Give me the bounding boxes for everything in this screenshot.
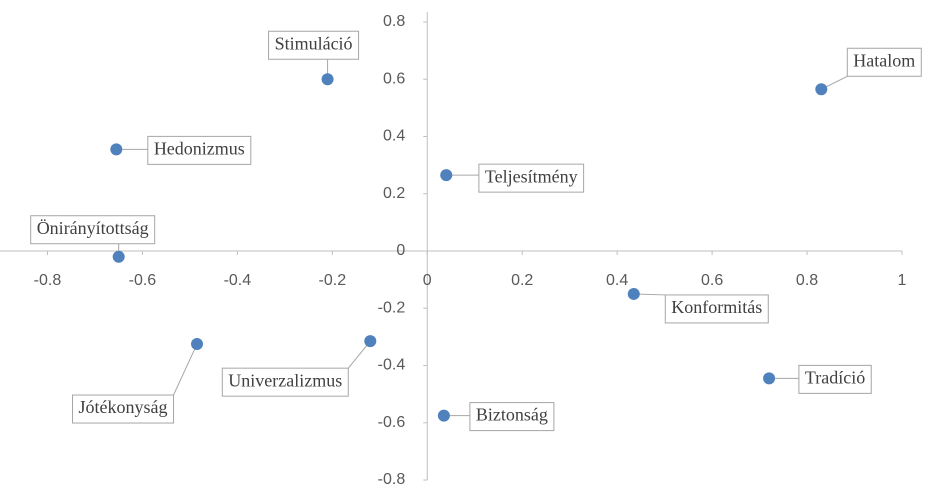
label-box <box>478 163 585 193</box>
label-box <box>268 30 360 60</box>
point-label: Önirányítottság <box>37 218 149 238</box>
x-tick-label: 0 <box>423 272 432 289</box>
point <box>191 338 204 351</box>
point-label: Univerzalizmus <box>228 370 342 390</box>
x-tick-label: -0.2 <box>319 272 347 289</box>
point-label: Stimuláció <box>275 33 353 53</box>
point-label: Biztonság <box>476 405 548 425</box>
point-label: Hedonizmus <box>154 139 245 159</box>
y-tick-label: -0.4 <box>378 357 406 374</box>
x-tick-label: 0.8 <box>796 272 818 289</box>
point <box>112 250 125 263</box>
point <box>437 409 450 422</box>
x-tick-label: -0.6 <box>129 272 157 289</box>
point <box>440 169 453 182</box>
point <box>364 335 377 348</box>
point-label: Konformitás <box>671 297 762 317</box>
point <box>321 73 334 86</box>
label-box <box>72 394 175 424</box>
y-tick-label: -0.6 <box>378 414 406 431</box>
point-label: Tradíció <box>805 368 865 388</box>
leader-line <box>173 343 198 396</box>
y-tick-label: -0.2 <box>378 299 406 316</box>
label-box <box>846 47 922 77</box>
x-tick-label: 0.6 <box>701 272 723 289</box>
label-box <box>798 364 872 394</box>
point-label: Teljesítmény <box>485 166 578 186</box>
x-tick-label: 0.2 <box>511 272 533 289</box>
x-tick-label: -0.8 <box>34 272 62 289</box>
point <box>815 83 828 96</box>
point-label: Jótékonyság <box>79 397 168 417</box>
label-box <box>469 402 555 432</box>
point <box>110 143 123 156</box>
y-tick-label: -0.8 <box>378 471 406 485</box>
y-tick-label: 0.6 <box>383 70 405 87</box>
label-box <box>147 135 252 165</box>
y-tick-label: 0.8 <box>383 13 405 30</box>
x-tick-label: 0.4 <box>606 272 628 289</box>
point <box>627 287 640 300</box>
label-box <box>221 367 349 397</box>
point-label: Hatalom <box>853 50 915 70</box>
label-box <box>664 294 769 324</box>
x-tick-label: 1 <box>898 272 907 289</box>
label-box <box>30 215 156 245</box>
y-tick-label: 0.2 <box>383 185 405 202</box>
y-tick-label: 0 <box>396 242 405 259</box>
y-tick-label: 0.4 <box>383 128 405 145</box>
point <box>763 372 776 385</box>
x-tick-label: -0.4 <box>224 272 252 289</box>
